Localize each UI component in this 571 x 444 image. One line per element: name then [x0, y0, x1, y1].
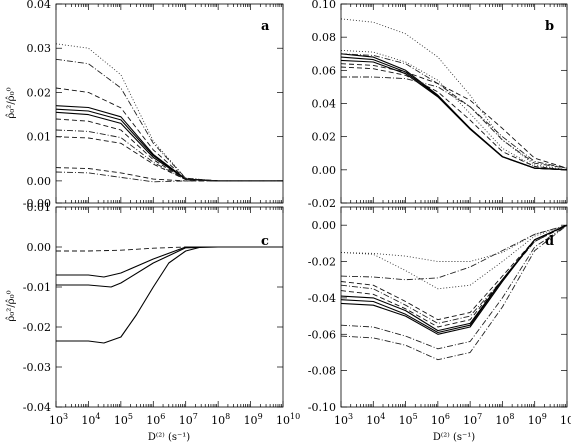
- x-tick-label: 104: [366, 412, 385, 427]
- x-tick-label: 105: [114, 412, 133, 427]
- y-tick-label: 0.00: [312, 219, 337, 232]
- y-tick-label: 0.00: [312, 164, 337, 177]
- x-tick-label: 106: [146, 412, 165, 427]
- y-tick-label: 0.10: [312, 0, 337, 11]
- y-tick-label: -0.06: [308, 328, 336, 341]
- series-line-d-11: [340, 224, 568, 361]
- series-line-b-9: [341, 76, 568, 169]
- y-tick-label: 0.02: [312, 131, 337, 144]
- series-line-a-6: [55, 87, 283, 182]
- panel-letter: a: [261, 19, 270, 34]
- x-tick-label: 107: [463, 412, 482, 427]
- x-tick-label: 106: [431, 412, 450, 427]
- x-tick-label: 104: [81, 412, 100, 427]
- series-line-d-3: [340, 224, 568, 281]
- series-line-b-3: [340, 59, 568, 171]
- series-line-a-5: [55, 58, 283, 182]
- y-tick-label: 0.01: [27, 131, 52, 144]
- y-tick-label: -0.10: [308, 401, 336, 414]
- x-axis-label: D⁽²⁾ (s⁻¹): [433, 432, 475, 443]
- series-line-b-8: [340, 66, 568, 171]
- y-tick-label: 0.02: [27, 86, 52, 99]
- panel-letter: c: [261, 234, 269, 249]
- y-tick-label: 0.03: [27, 42, 52, 55]
- panel-d: 103 104 105 106 107 108 109 1010 -0.10 -0.08 -0.06…: [308, 206, 571, 427]
- x-tick-label: 105: [399, 412, 418, 427]
- y-tick-label: -0.03: [23, 361, 51, 374]
- x-tick-label: 1010: [276, 412, 300, 427]
- plot-frame: [340, 206, 568, 408]
- plot-frame: [55, 206, 284, 408]
- x-tick-label: 109: [528, 412, 547, 427]
- y-tick-label: -0.00: [23, 197, 51, 210]
- x-tick-label: 1010: [560, 412, 571, 427]
- y-tick-label: -0.02: [308, 197, 336, 210]
- y-tick-label: -0.02: [23, 321, 51, 334]
- y-tick-label: 0.01: [27, 201, 52, 214]
- series-line-b-5: [340, 49, 568, 171]
- x-tick-label: 108: [495, 412, 514, 427]
- series-line-d-6: [340, 224, 568, 328]
- y-tick-label: -0.01: [23, 281, 51, 294]
- y-axis-label: ρ̂₀²/ρ̂₀⁰: [6, 290, 17, 321]
- x-tick-label: 109: [244, 412, 263, 427]
- series-line-a-4: [55, 43, 283, 182]
- y-axis-label: ρ̂₀²/ρ̂₀⁰: [6, 87, 17, 118]
- series-line-d-9: [340, 224, 568, 335]
- plot-frame: [340, 3, 568, 204]
- panel-a: -0.00 0.00 0.01 0.02 0.03 0.04 a: [23, 0, 284, 210]
- panel-letter: d: [545, 234, 554, 249]
- panel-b: -0.02 0.00 0.02 0.04 0.06 0.08 0.10 b: [308, 0, 568, 210]
- x-tick-label: 103: [49, 412, 68, 427]
- series-line-c-1: [56, 246, 283, 252]
- y-tick-label: 0.00: [27, 241, 52, 254]
- x-tick-label: 108: [211, 412, 230, 427]
- y-tick-label: -0.08: [308, 365, 336, 378]
- series-line-d-5: [340, 224, 568, 324]
- plot-frame: [55, 3, 284, 204]
- series-line-a-11: [55, 171, 283, 183]
- series-line-b-7: [340, 63, 568, 169]
- panel-letter: b: [545, 19, 554, 34]
- series-line-c-4: [56, 246, 283, 344]
- x-tick-label: 103: [334, 412, 353, 427]
- y-tick-label: 0.06: [312, 64, 337, 77]
- series-line-b-4: [340, 18, 568, 171]
- x-tick-label: 107: [179, 412, 198, 427]
- series-line-d-10: [340, 224, 568, 350]
- y-tick-label: 0.04: [312, 98, 337, 111]
- series-line-a-9: [55, 136, 283, 182]
- panel-c: 103 104 105 106 107 108 109 1010 -0.04 -0.03 -0.02…: [23, 201, 300, 427]
- x-axis-label: D⁽²⁾ (s⁻¹): [148, 432, 190, 443]
- y-tick-label: -0.04: [23, 401, 51, 414]
- y-tick-label: -0.02: [308, 256, 336, 269]
- y-tick-label: -0.04: [308, 292, 336, 305]
- series-line-b-6: [340, 53, 568, 169]
- y-tick-label: 0.00: [27, 175, 52, 188]
- y-tick-label: 0.04: [27, 0, 52, 11]
- y-tick-label: 0.08: [312, 31, 337, 44]
